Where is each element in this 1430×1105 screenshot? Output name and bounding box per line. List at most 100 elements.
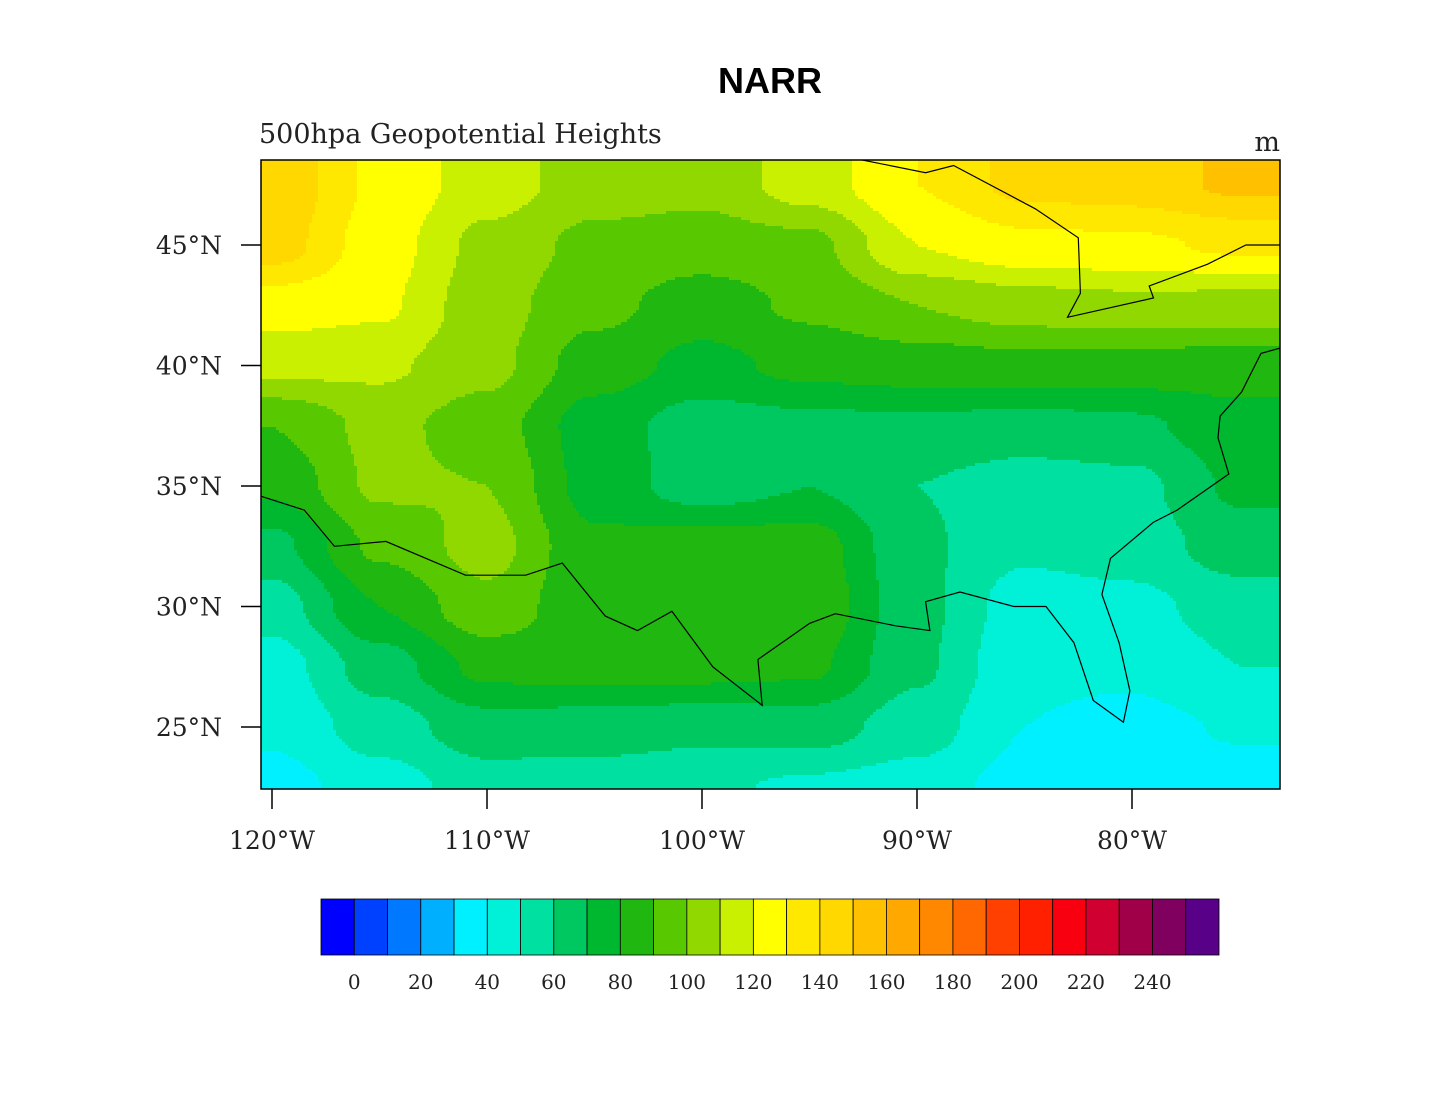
contour-cell: [837, 211, 880, 215]
contour-cell: [771, 298, 901, 302]
contour-cell: [1083, 697, 1156, 701]
contour-cell: [987, 220, 1280, 224]
contour-cell: [357, 172, 442, 176]
contour-cell: [870, 670, 937, 674]
contour-cell: [531, 307, 640, 311]
contour-cell: [828, 325, 1048, 329]
contour-cell: [567, 490, 655, 494]
contour-cell: [534, 481, 568, 485]
contour-cell: [366, 382, 385, 386]
contour-cell: [1167, 592, 1280, 596]
contour-cell: [507, 517, 544, 521]
contour-cell: [261, 349, 424, 353]
contour-cell: [1083, 229, 1280, 233]
contour-cell: [873, 643, 940, 647]
contour-cell: [537, 283, 661, 287]
contour-cell: [1203, 637, 1280, 641]
contour-cell: [918, 304, 1280, 308]
contour-cell: [981, 637, 1204, 641]
contour-cell: [873, 538, 949, 542]
contour-cell: [1161, 478, 1216, 482]
contour-cell: [834, 655, 871, 659]
colorbar-box: [786, 898, 821, 956]
contour-cell: [552, 256, 838, 260]
contour-cell: [528, 625, 847, 629]
contour-cell: [357, 160, 442, 164]
contour-cell: [261, 670, 307, 674]
contour-cell: [564, 466, 652, 470]
contour-cell: [261, 622, 310, 626]
contour-cell: [789, 202, 868, 206]
contour-cell: [345, 667, 418, 671]
contour-cell: [666, 211, 721, 215]
contour-cell: [426, 346, 517, 350]
contour-cell: [468, 631, 517, 635]
contour-cell: [498, 499, 538, 503]
contour-cell: [882, 706, 967, 710]
contour-cell: [261, 370, 412, 374]
contour-cell: [1008, 457, 1048, 461]
contour-cell: [561, 421, 649, 425]
contour-cell: [348, 442, 427, 446]
contour-cell: [645, 292, 766, 296]
contour-cell: [261, 580, 283, 584]
contour-cell: [897, 271, 1195, 275]
contour-cell: [939, 658, 979, 662]
contour-cell: [651, 484, 919, 488]
contour-cell: [1179, 439, 1280, 443]
contour-cell: [1161, 589, 1280, 593]
contour-cell: [429, 415, 526, 419]
contour-cell: [999, 193, 1222, 197]
contour-cell: [945, 580, 997, 584]
contour-cell: [468, 571, 505, 575]
contour-cell: [513, 532, 550, 536]
contour-cell: [282, 580, 322, 584]
contour-cell: [942, 625, 985, 629]
contour-cell: [1155, 697, 1280, 701]
contour-cell: [321, 529, 355, 533]
contour-cell: [1134, 580, 1280, 584]
contour-cell: [336, 412, 433, 416]
contour-cell: [432, 337, 520, 341]
contour-cell: [876, 562, 949, 566]
contour-cell: [945, 610, 988, 614]
contour-cell: [852, 178, 919, 182]
contour-cell: [1179, 610, 1280, 614]
contour-cell: [537, 502, 574, 506]
contour-cell: [948, 535, 1186, 539]
contour-cell: [1146, 694, 1280, 698]
contour-cell: [261, 445, 298, 449]
contour-cell: [537, 496, 571, 500]
contour-cell: [1020, 730, 1207, 734]
contour-cell: [945, 601, 988, 605]
contour-cell: [840, 538, 874, 542]
colorbar-box: [719, 898, 754, 956]
contour-cell: [318, 475, 358, 479]
contour-cell: [390, 757, 481, 761]
contour-cell: [792, 319, 973, 323]
contour-cell: [918, 175, 991, 179]
contour-cell: [771, 301, 910, 305]
contour-cell: [261, 589, 295, 593]
contour-cell: [558, 238, 832, 242]
contour-cell: [300, 652, 340, 656]
contour-cell: [1203, 184, 1280, 188]
contour-cell: [879, 583, 946, 587]
contour-cell: [867, 523, 946, 527]
contour-cell: [549, 562, 844, 566]
contour-cell: [414, 658, 457, 662]
contour-cell: [261, 184, 319, 188]
contour-cell: [1182, 619, 1280, 623]
contour-cell: [318, 526, 352, 530]
contour-cell: [300, 649, 337, 653]
contour-cell: [459, 751, 649, 755]
contour-cell: [357, 163, 442, 167]
contour-cell: [1167, 427, 1280, 431]
contour-cell: [960, 715, 1042, 719]
contour-cell: [300, 595, 331, 599]
contour-cell: [543, 517, 586, 521]
contour-cell: [969, 694, 1099, 698]
contour-cell: [261, 412, 337, 416]
contour-cell: [330, 712, 421, 716]
chart-subtitle: 500hpa Geopotential Heights: [259, 119, 662, 150]
